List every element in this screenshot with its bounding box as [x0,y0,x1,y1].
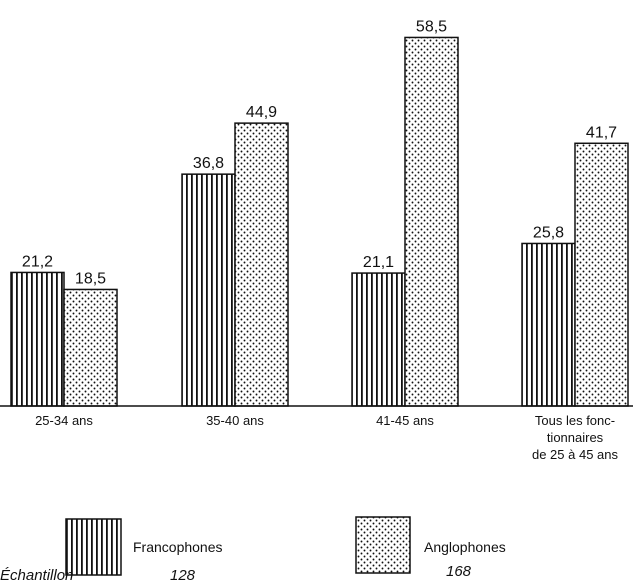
legend-label-anglophones: Anglophones [424,539,506,555]
bars-group [10,36,629,407]
category-labels-group: 25-34 ans 35-40 ans 41-45 ans Tous les fonc… [35,413,618,462]
bar-anglophones-2 [234,122,289,407]
legend-swatch-francophones [65,518,122,576]
value-label-francophones-2: 36,8 [193,155,224,172]
bar-anglophones-1 [63,288,118,407]
bar-francophones-4 [521,242,576,407]
bar-francophones-3 [351,272,406,407]
bar-francophones-1 [10,271,65,407]
legend-swatch-anglophones [355,516,411,574]
value-label-anglophones-2: 44,9 [246,104,277,121]
value-label-francophones-3: 21,1 [363,254,394,271]
category-label-1-line-1: 25-34 ans [35,413,93,428]
category-label-4-line-1: Tous les fonc- [535,413,615,428]
value-labels-group: 21,2 36,8 21,1 25,8 18,5 44,9 58,5 41,7 [22,18,617,287]
bar-anglophones-3 [404,36,459,407]
sample-row: Échantillon 128 168 [0,563,472,584]
sample-count-francophones: 128 [170,567,196,584]
sample-count-anglophones: 168 [446,563,472,580]
sample-label: Échantillon [0,567,73,584]
category-label-4-line-2: tionnaires [547,430,604,445]
value-label-anglophones-1: 18,5 [75,270,106,287]
legend-label-francophones: Francophones [133,539,223,555]
bar-anglophones-4 [574,142,629,407]
category-label-4-line-3: de 25 à 45 ans [532,447,619,462]
category-label-2-line-1: 35-40 ans [206,413,264,428]
value-label-anglophones-4: 41,7 [586,124,617,141]
legend: Francophones Anglophones [65,516,506,576]
value-label-anglophones-3: 58,5 [416,18,447,35]
bar-francophones-2 [181,173,236,407]
value-label-francophones-4: 25,8 [533,224,564,241]
value-label-francophones-1: 21,2 [22,253,53,270]
category-label-3-line-1: 41-45 ans [376,413,434,428]
